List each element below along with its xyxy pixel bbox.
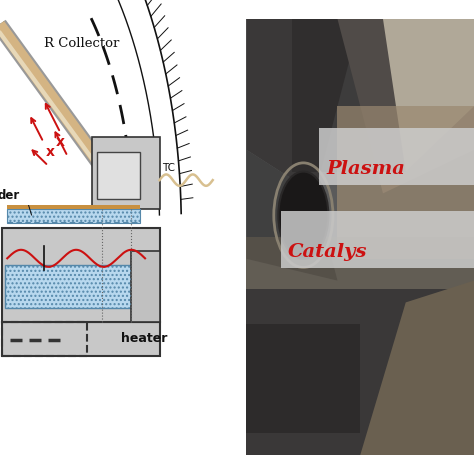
- Bar: [337, 106, 474, 259]
- Bar: [7, 209, 140, 223]
- Text: R Collector: R Collector: [44, 37, 119, 50]
- Bar: [7, 209, 140, 223]
- Text: x: x: [46, 145, 55, 159]
- Bar: [246, 237, 474, 302]
- Bar: [246, 289, 474, 455]
- Polygon shape: [246, 19, 360, 193]
- Bar: [292, 19, 406, 172]
- Text: heater: heater: [121, 332, 167, 345]
- Ellipse shape: [278, 172, 328, 259]
- Text: $\backslash$: $\backslash$: [27, 203, 33, 217]
- Text: TC: TC: [162, 163, 175, 173]
- Bar: [2, 322, 87, 356]
- Text: x: x: [56, 135, 65, 149]
- Polygon shape: [337, 19, 474, 193]
- Polygon shape: [383, 19, 474, 172]
- Bar: [7, 205, 140, 209]
- Polygon shape: [360, 281, 474, 455]
- Bar: [130, 251, 160, 322]
- Bar: [5, 265, 130, 308]
- Bar: [97, 152, 140, 199]
- Bar: [2, 228, 160, 322]
- FancyBboxPatch shape: [319, 128, 474, 185]
- Bar: [5, 265, 130, 308]
- Bar: [246, 324, 360, 433]
- Polygon shape: [246, 150, 337, 281]
- Text: der: der: [0, 189, 20, 202]
- Bar: [92, 137, 160, 209]
- Text: Catalys: Catalys: [287, 243, 367, 261]
- FancyBboxPatch shape: [281, 211, 474, 267]
- Text: Plasma: Plasma: [326, 160, 405, 178]
- Bar: [2, 322, 160, 356]
